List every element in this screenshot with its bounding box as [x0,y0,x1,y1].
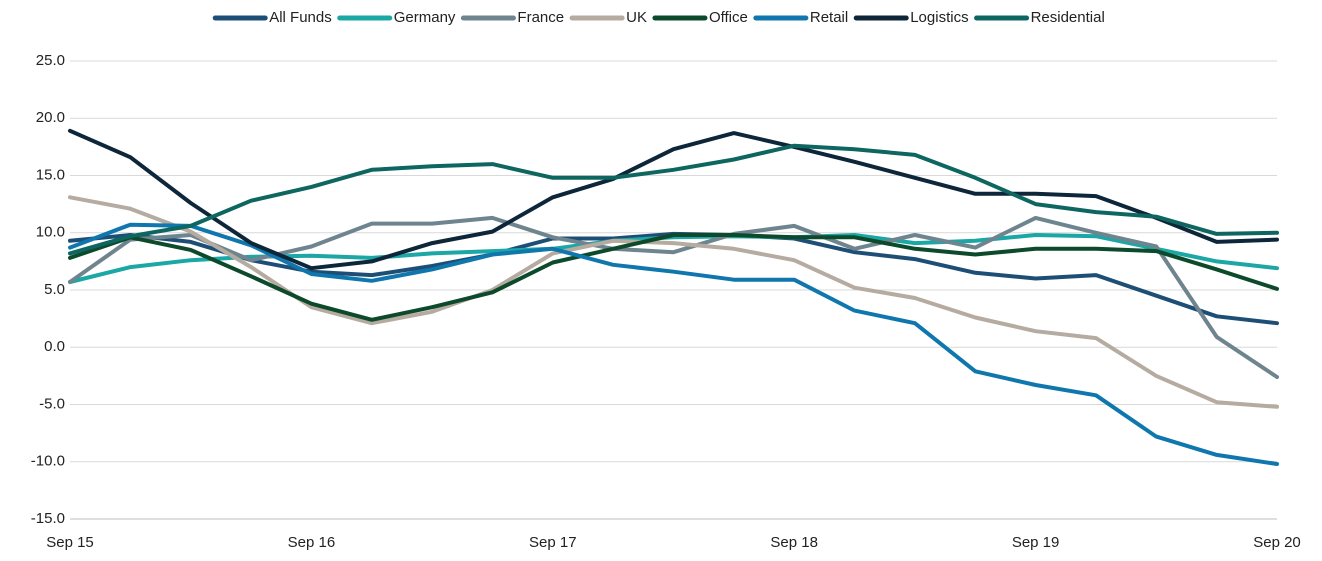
legend-label: Germany [394,9,456,26]
x-tick-label: Sep 15 [46,534,94,551]
x-tick-label: Sep 18 [770,534,818,551]
legend-label: Office [709,9,748,26]
y-tick-label: 10.0 [36,224,65,241]
legend-label: France [517,9,564,26]
y-tick-label: -5.0 [39,395,65,412]
series-line [68,195,1279,409]
legend-label: Logistics [910,9,968,26]
y-tick-label: -10.0 [31,453,65,470]
y-tick-label: 25.0 [36,52,65,69]
x-tick-label: Sep 17 [529,534,577,551]
series-line [68,222,1279,466]
legend-label: UK [626,9,647,26]
y-tick-label: 5.0 [44,281,65,298]
series-line [68,128,1279,271]
y-tick-label: 15.0 [36,166,65,183]
y-tick-label: 20.0 [36,109,65,126]
legend-label: All Funds [269,9,332,26]
x-tick-label: Sep 19 [1012,534,1060,551]
series-line [68,143,1279,256]
y-tick-label: -15.0 [31,510,65,527]
x-tick-label: Sep 20 [1253,534,1301,551]
x-tick-label: Sep 16 [288,534,336,551]
series-line [68,233,1279,322]
legend-label: Retail [810,9,848,26]
legend-label: Residential [1031,9,1105,26]
y-tick-label: 0.0 [44,338,65,355]
